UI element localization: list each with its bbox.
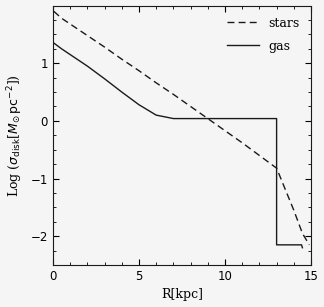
gas [86,64,89,68]
gas [275,243,279,247]
stars [68,22,72,26]
stars [103,45,107,49]
gas [154,113,158,117]
gas [60,47,64,51]
gas [171,117,175,120]
stars [171,92,175,96]
stars [307,243,311,247]
X-axis label: R[kpc]: R[kpc] [161,289,203,301]
gas [103,77,107,81]
stars [206,117,210,120]
stars [275,166,279,170]
gas [300,243,304,247]
gas [258,117,261,120]
stars [120,57,124,61]
gas [300,246,304,250]
Line: gas: gas [54,43,302,248]
stars [189,105,192,108]
gas [120,90,124,94]
stars [258,154,261,157]
gas [223,117,227,120]
gas [189,117,192,120]
stars [240,141,244,145]
Y-axis label: Log ($\sigma_{\rm disk}$[$M_{\odot}\,{\rm pc}^{-2}$]): Log ($\sigma_{\rm disk}$[$M_{\odot}\,{\r… [6,74,25,197]
stars [292,208,296,212]
Line: stars: stars [54,11,309,245]
gas [137,103,141,107]
gas [68,53,72,56]
gas [275,117,279,120]
stars [223,129,227,133]
stars [300,231,304,235]
gas [273,117,277,120]
gas [52,41,56,45]
Legend: stars, gas: stars, gas [222,12,305,58]
gas [240,117,244,120]
stars [137,69,141,72]
stars [60,16,64,20]
stars [52,10,56,13]
stars [86,34,89,37]
gas [206,117,210,120]
stars [154,81,158,85]
